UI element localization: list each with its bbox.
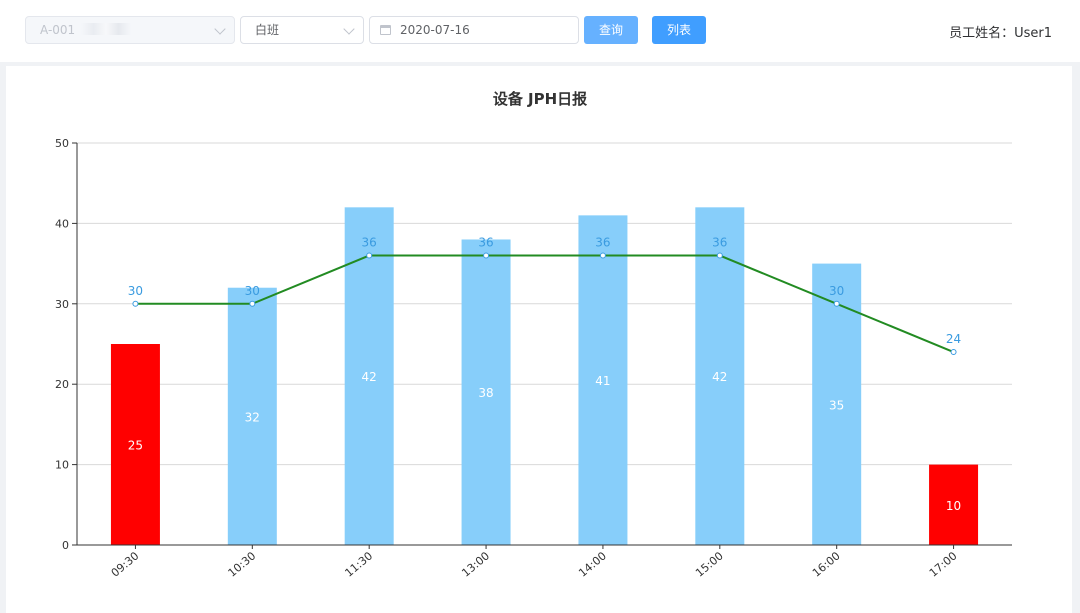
query-button[interactable]: 查询 — [584, 16, 638, 44]
x-tick-label: 14:00 — [576, 549, 609, 579]
masked-device-name — [81, 23, 132, 35]
bar — [344, 207, 394, 545]
x-tick-label: 16:00 — [810, 549, 843, 579]
line-point — [132, 300, 139, 307]
x-tick-label: 10:30 — [226, 549, 259, 579]
bar-value-label: 38 — [478, 386, 493, 400]
bar-value-label: 41 — [595, 374, 610, 388]
line-value-label: 30 — [829, 284, 844, 298]
y-tick-label: 40 — [55, 217, 69, 230]
line-point — [483, 252, 490, 259]
toolbar: A-001 白班 2020-07-16 查询 列表 员工姓名：User1 — [0, 0, 1080, 62]
line-point — [950, 349, 957, 356]
x-tick-label: 15:00 — [693, 549, 726, 579]
device-select-value: A-001 — [40, 23, 76, 37]
calendar-icon — [380, 25, 391, 35]
y-tick-label: 0 — [62, 539, 69, 552]
shift-select[interactable]: 白班 — [240, 16, 364, 44]
bar-value-label: 25 — [128, 439, 143, 453]
bar-value-label: 35 — [829, 398, 844, 412]
x-tick-label: 13:00 — [459, 549, 492, 579]
bar-value-label: 10 — [946, 499, 961, 513]
line-point — [716, 252, 723, 259]
x-tick-label: 11:30 — [342, 549, 375, 579]
employee-label: 员工姓名： — [949, 26, 1015, 41]
bar — [461, 239, 511, 546]
bar — [110, 344, 160, 545]
list-button[interactable]: 列表 — [652, 16, 706, 44]
bar — [695, 207, 745, 545]
x-tick-label: 09:30 — [109, 549, 142, 579]
line-point — [249, 300, 256, 307]
line-value-label: 36 — [595, 236, 610, 250]
y-tick-label: 10 — [55, 459, 69, 472]
date-input[interactable]: 2020-07-16 — [369, 16, 579, 44]
bar-value-label: 42 — [362, 370, 377, 384]
line-value-label: 36 — [478, 236, 493, 250]
line-value-label: 36 — [362, 236, 377, 250]
shift-select-value: 白班 — [255, 23, 280, 37]
line-value-label: 30 — [245, 284, 260, 298]
bar — [578, 215, 628, 546]
y-tick-label: 50 — [55, 137, 69, 150]
chart-title: 设备 JPH日报 — [492, 90, 588, 108]
bar-value-label: 32 — [245, 410, 260, 424]
line-point — [366, 252, 373, 259]
y-tick-label: 20 — [55, 378, 69, 391]
device-select[interactable]: A-001 — [25, 16, 235, 44]
chart-panel — [6, 66, 1072, 613]
date-input-value: 2020-07-16 — [400, 23, 470, 37]
line-point — [599, 252, 606, 259]
employee-info: 员工姓名：User1 — [949, 22, 1052, 41]
line-value-label: 36 — [712, 236, 727, 250]
employee-name: User1 — [1014, 26, 1052, 41]
series-line — [135, 254, 954, 353]
bar — [929, 464, 979, 545]
y-tick-label: 30 — [55, 298, 69, 311]
line-value-label: 24 — [946, 332, 961, 346]
bar — [227, 287, 277, 545]
line-point — [833, 300, 840, 307]
line-value-label: 30 — [128, 284, 143, 298]
bar-value-label: 42 — [712, 370, 727, 384]
x-tick-label: 17:00 — [927, 549, 960, 579]
